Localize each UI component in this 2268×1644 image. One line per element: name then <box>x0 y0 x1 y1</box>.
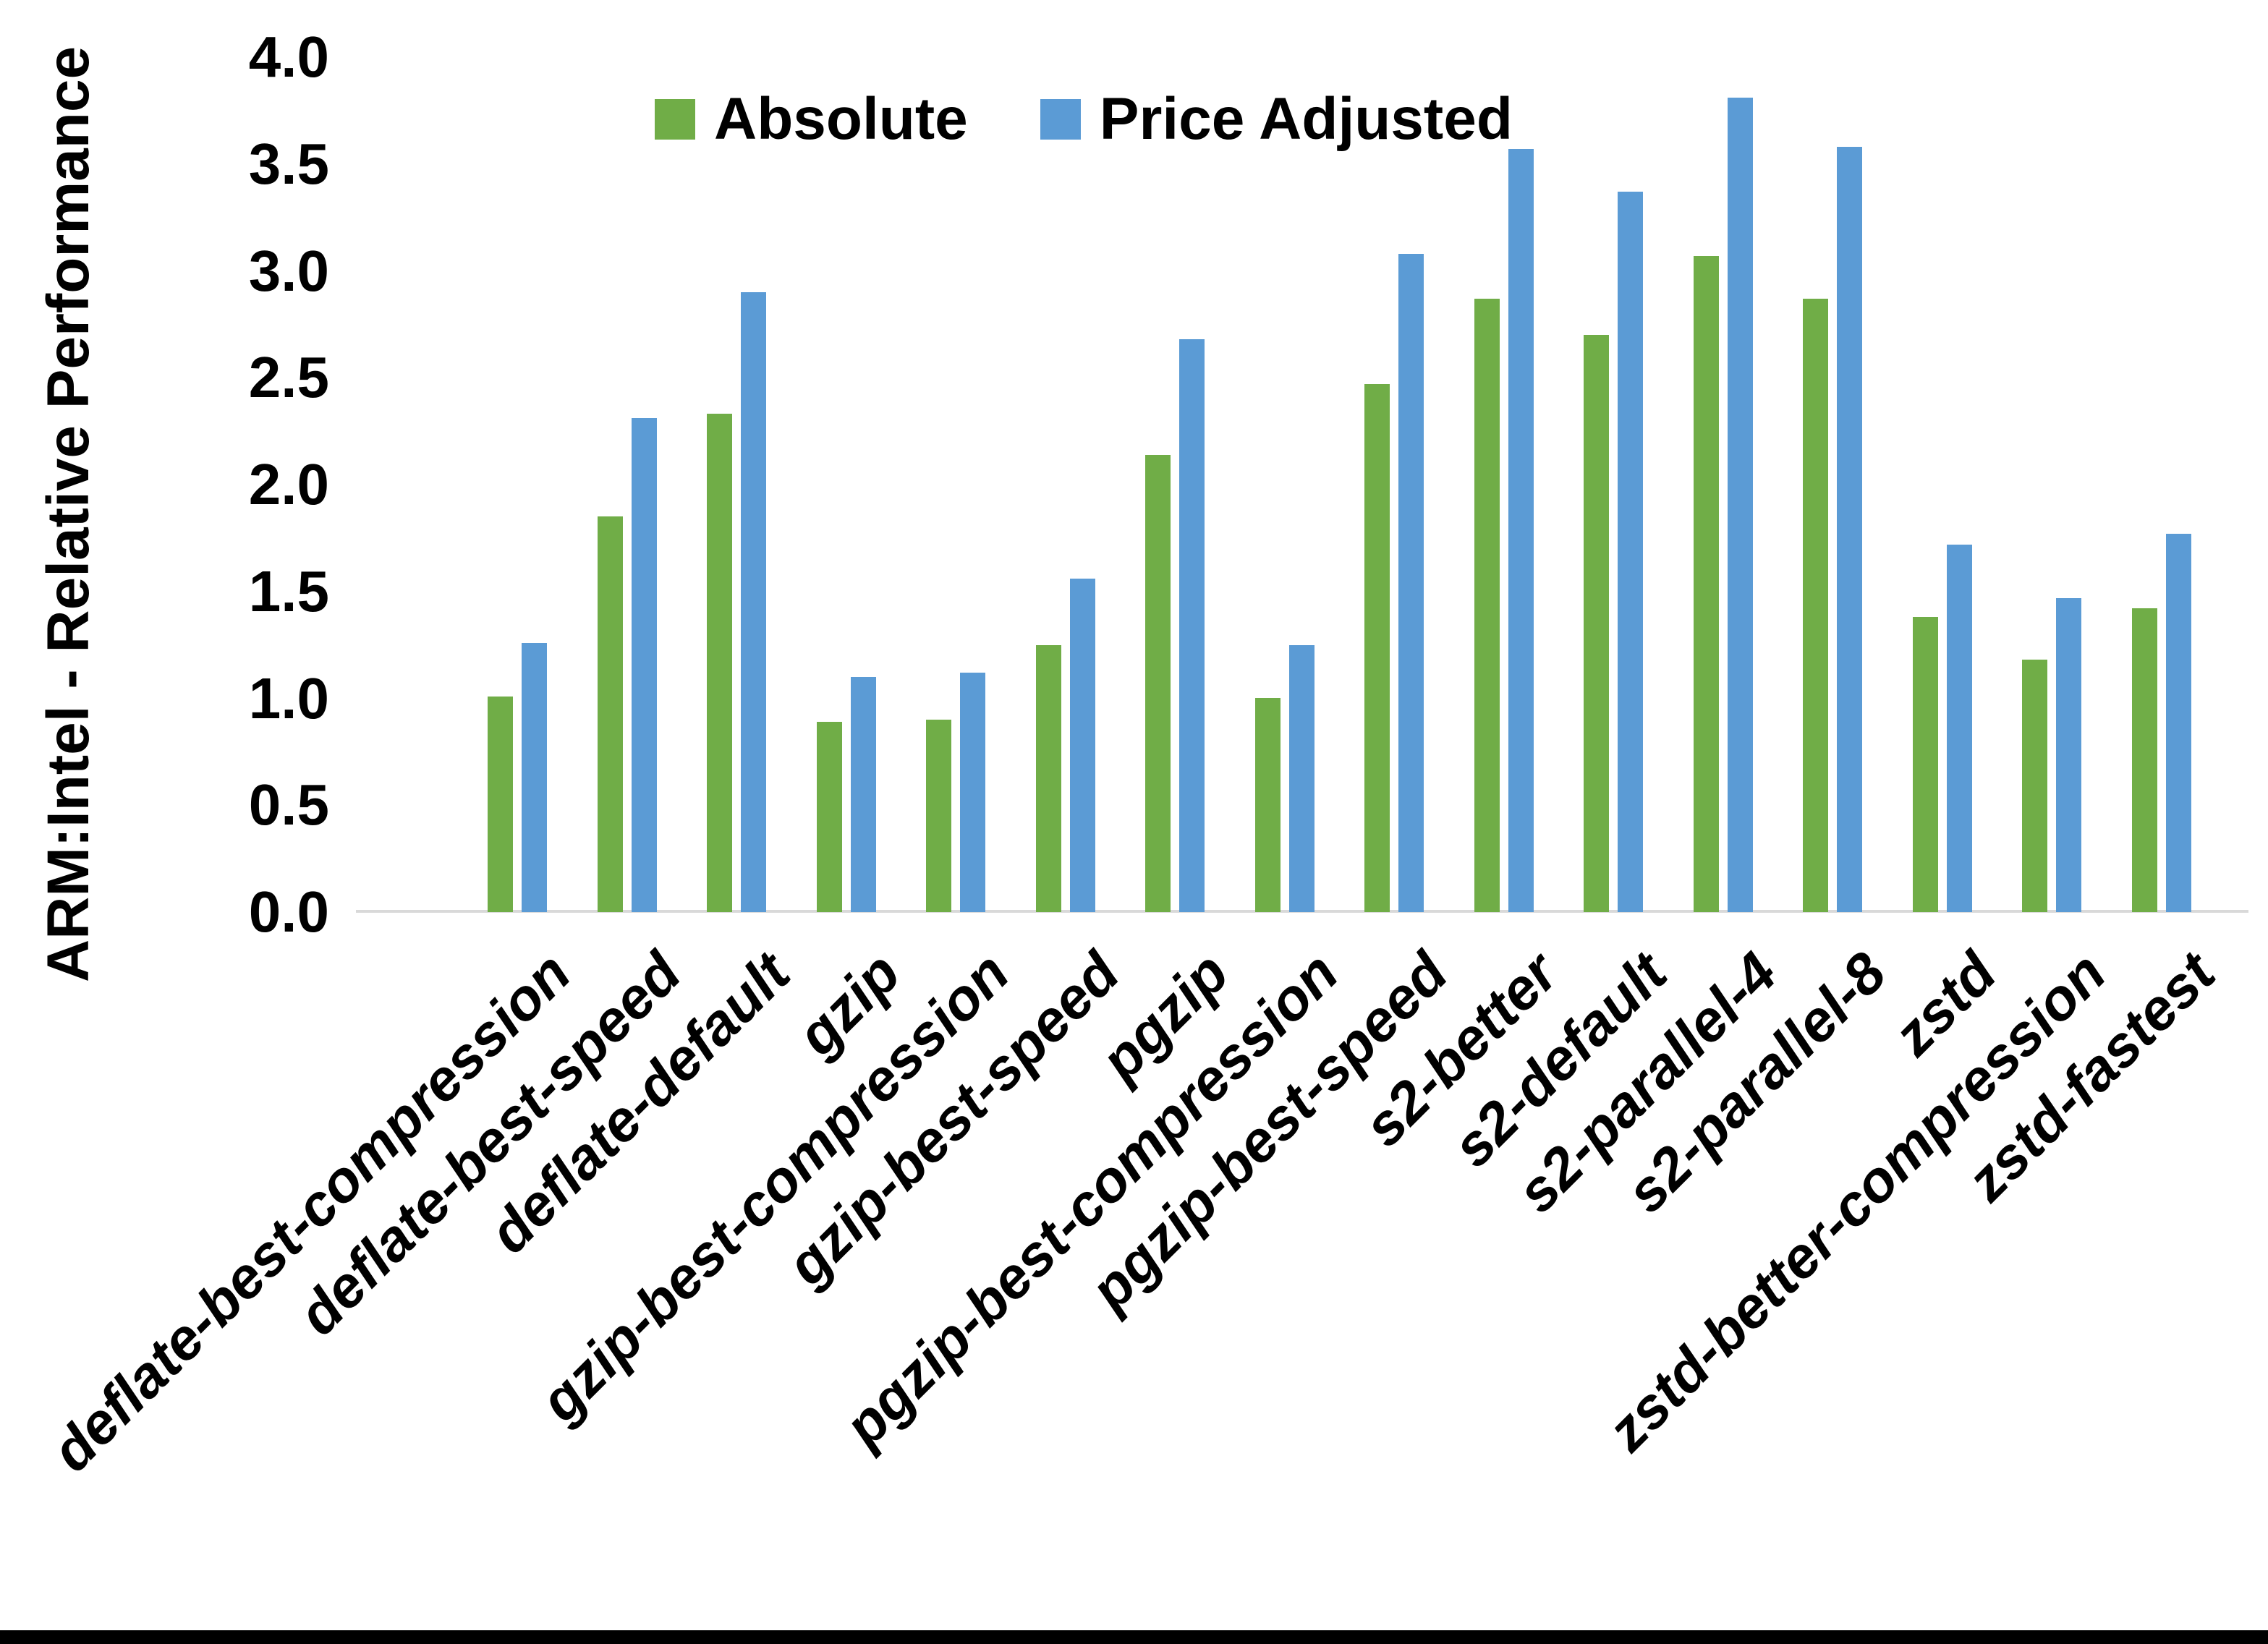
bar-price-adjusted <box>1289 645 1314 912</box>
bar-price-adjusted <box>1179 339 1205 912</box>
legend-label-absolute: Absolute <box>714 86 968 152</box>
legend-swatch-absolute-icon <box>655 99 695 140</box>
bar-absolute <box>1803 299 1828 912</box>
y-axis-tick-label: 3.0 <box>248 238 329 303</box>
bar-absolute <box>1364 384 1390 912</box>
bar-price-adjusted <box>960 673 985 912</box>
bar-absolute <box>1255 698 1280 912</box>
bar-absolute <box>1145 455 1171 912</box>
legend-item-price-adjusted: Price Adjusted <box>1040 90 1513 149</box>
y-axis-title: ARM:Intel - Relative Performance <box>35 46 101 983</box>
y-axis-tick-label: 4.0 <box>248 25 329 89</box>
bar-absolute <box>1474 299 1500 912</box>
bar-price-adjusted <box>522 643 547 912</box>
y-axis-tick-label: 2.0 <box>248 452 329 516</box>
y-axis-tick-label: 3.5 <box>248 131 329 196</box>
bar-price-adjusted <box>1618 192 1643 912</box>
legend-item-absolute: Absolute <box>655 90 968 149</box>
legend-label-price-adjusted: Price Adjusted <box>1099 86 1513 152</box>
bar-price-adjusted <box>632 418 657 912</box>
bar-absolute <box>598 516 623 912</box>
bottom-border <box>0 1630 2268 1644</box>
bar-price-adjusted <box>1070 579 1095 912</box>
bar-absolute <box>1036 645 1061 912</box>
bar-price-adjusted <box>1508 149 1534 912</box>
bar-absolute <box>2022 660 2047 912</box>
y-axis-tick-label: 0.0 <box>248 880 329 944</box>
bar-price-adjusted <box>1398 254 1424 912</box>
bar-price-adjusted <box>741 292 766 912</box>
bar-absolute <box>817 722 842 912</box>
bar-absolute <box>488 697 513 912</box>
bar-price-adjusted <box>1728 98 1753 912</box>
bar-price-adjusted <box>1947 545 1972 912</box>
y-axis-tick-label: 0.5 <box>248 772 329 838</box>
y-axis-tick-label: 1.5 <box>248 558 329 623</box>
bar-absolute <box>1694 256 1719 912</box>
bar-absolute <box>926 720 951 912</box>
legend: Absolute Price Adjusted <box>655 90 1513 149</box>
bar-absolute <box>2132 608 2157 912</box>
bar-absolute <box>707 414 732 912</box>
bar-price-adjusted <box>851 677 876 912</box>
bar-price-adjusted <box>1837 147 1862 912</box>
bar-absolute <box>1584 335 1609 912</box>
y-axis-tick-label: 2.5 <box>248 345 329 410</box>
legend-swatch-price-adjusted-icon <box>1040 99 1081 140</box>
y-axis-tick-label: 1.0 <box>248 665 329 731</box>
bar-price-adjusted <box>2166 534 2191 912</box>
bar-absolute <box>1913 617 1938 912</box>
bar-price-adjusted <box>2056 598 2081 912</box>
